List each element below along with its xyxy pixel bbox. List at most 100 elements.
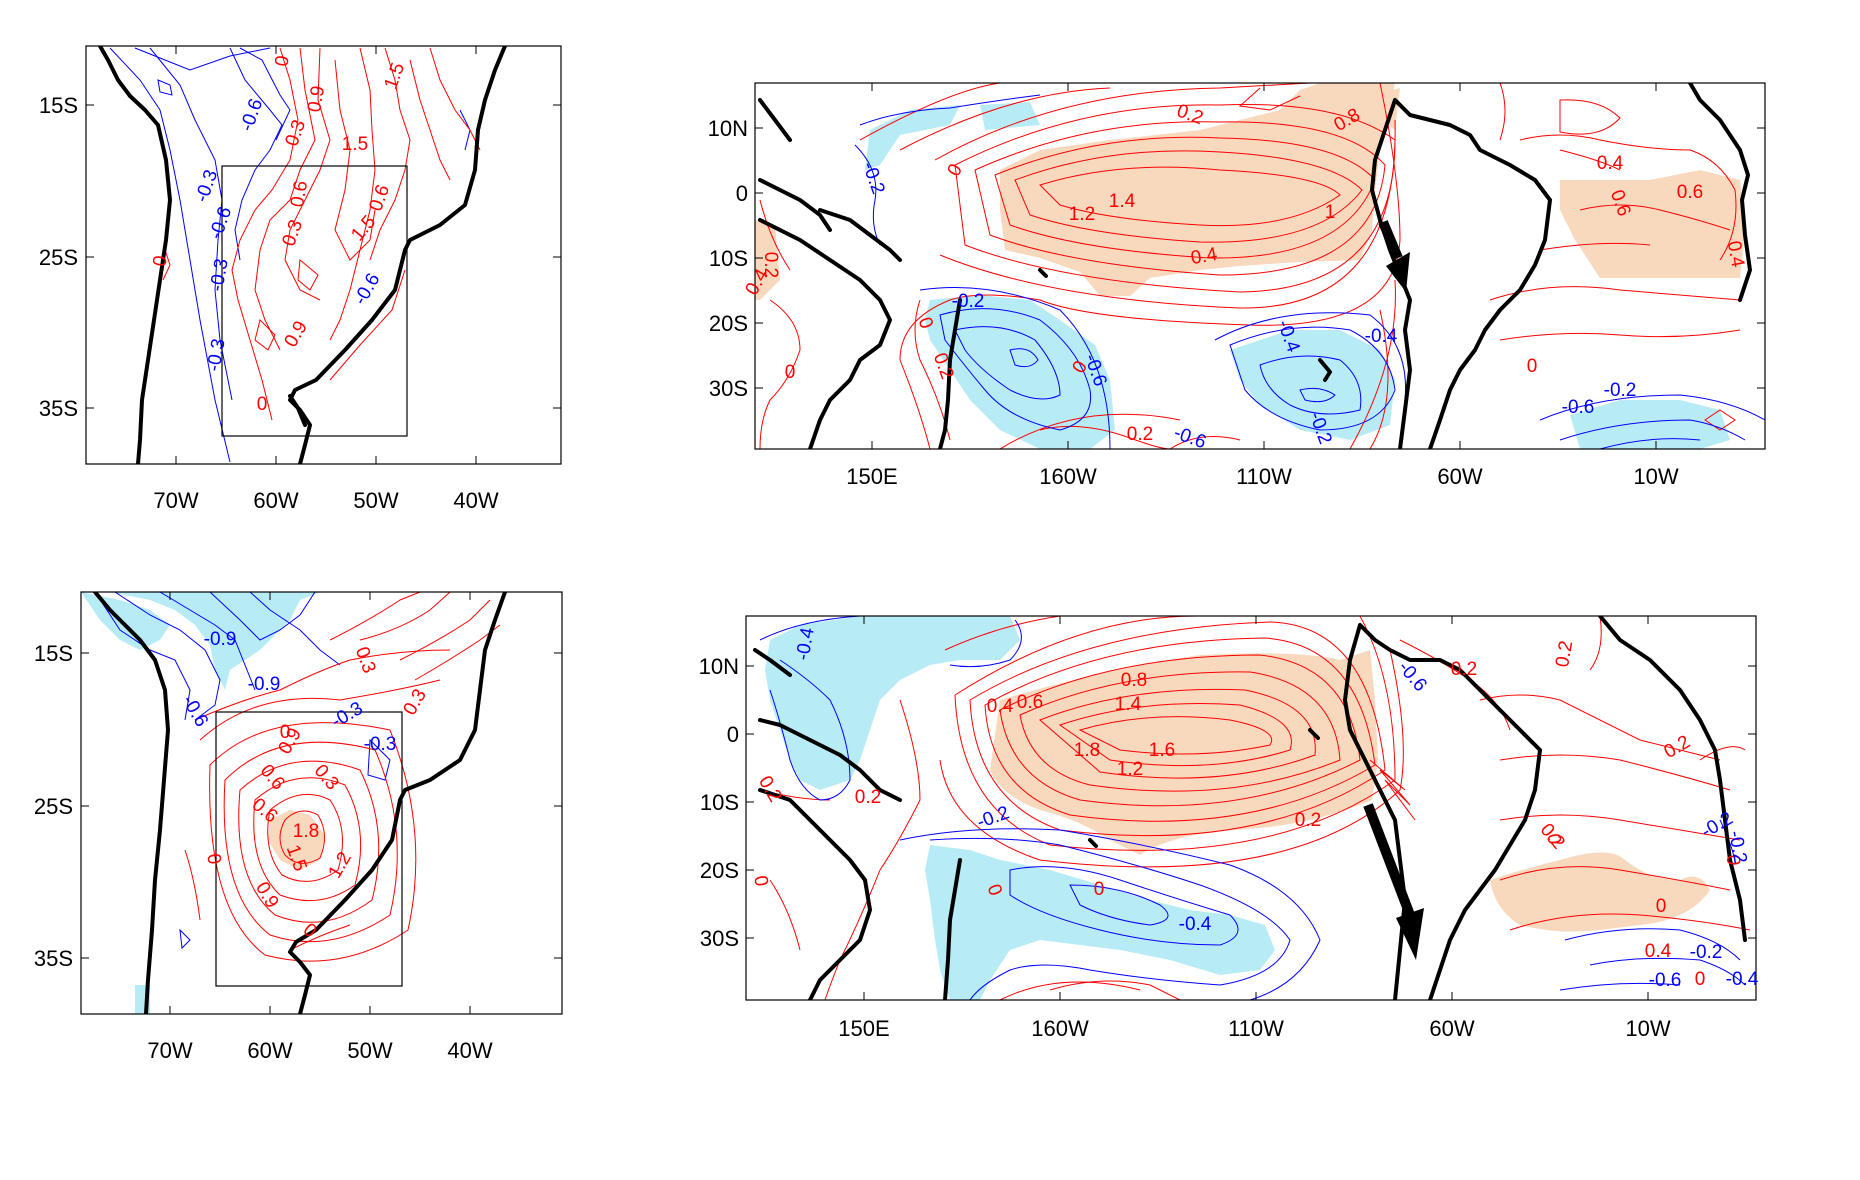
region-box xyxy=(215,711,403,987)
panel-south-america-top: 15S 25S 35S 70W 60W 50W 40W -0.6 0 1.5 0.9 -… xyxy=(39,45,562,513)
contour-label: 0.2 xyxy=(754,773,785,806)
lon-label: 110W xyxy=(1228,1016,1284,1041)
contour-label: -0.2 xyxy=(1604,380,1637,401)
contour-label: 0.3 xyxy=(310,761,343,795)
lon-label: 10W xyxy=(1625,1016,1670,1041)
lon-label: 150E xyxy=(846,464,897,489)
contour-label: 0 xyxy=(1527,356,1538,377)
lon-label: 40W xyxy=(447,1038,492,1063)
panel-south-america-bottom: 15S 25S 35S 70W 60W 50W 40W -0.9 -0.9 0.3 0… xyxy=(34,591,563,1063)
contour-label: 0 xyxy=(257,394,268,415)
contour-label: -0.6 xyxy=(177,692,212,731)
arrow xyxy=(1363,803,1424,960)
lat-label: 10S xyxy=(700,790,739,815)
contour-label: 0 xyxy=(749,874,772,888)
contour-label: 0 xyxy=(1695,969,1706,990)
contour-label: 1.5 xyxy=(347,212,380,246)
contour-label: 0.3 xyxy=(351,644,380,676)
contour-label: 0.2 xyxy=(1552,639,1577,669)
contour-label: 1.4 xyxy=(1115,694,1142,715)
lat-label: 30S xyxy=(709,376,748,401)
contour-label: 0.2 xyxy=(855,787,881,808)
shading xyxy=(755,83,1745,449)
region-box xyxy=(221,165,408,437)
lat-label: 10N xyxy=(699,654,739,679)
contour-label: 0 xyxy=(280,722,291,743)
contour-label: 0 xyxy=(943,160,966,180)
contour-label: 0 xyxy=(202,852,225,866)
negative-contours xyxy=(759,616,1746,1000)
lat-label: 15S xyxy=(39,93,78,118)
contour-label: -0.3 xyxy=(328,698,367,733)
contour-label: 0.2 xyxy=(1661,732,1694,763)
lat-label: 25S xyxy=(34,794,73,819)
contour-label: 0.9 xyxy=(251,879,282,912)
contour-label: 0.4 xyxy=(1645,941,1672,962)
coastline xyxy=(753,616,1747,1000)
contour-label: 0 xyxy=(149,254,172,268)
panel-pacific-top: 10N 0 10S 20S 30S 150E 160W 110W 60W 10W… xyxy=(708,82,1766,489)
lat-label: 30S xyxy=(700,926,739,951)
lat-label: 0 xyxy=(727,722,739,747)
lon-label: 70W xyxy=(153,488,198,513)
contour-label: 1.8 xyxy=(1074,740,1100,761)
lon-label: 60W xyxy=(1429,1016,1474,1041)
contour-label: 1.5 xyxy=(342,134,368,155)
lat-label: 35S xyxy=(39,396,78,421)
lat-label: 10N xyxy=(708,116,748,141)
contour-label: 0.4 xyxy=(1723,239,1748,269)
positive-contours xyxy=(184,592,501,962)
contour-label: 0.9 xyxy=(304,84,329,114)
lon-label: 150E xyxy=(838,1016,889,1041)
lon-label: 160W xyxy=(1031,1016,1089,1041)
negative-contours xyxy=(109,47,471,463)
contour-label: 1 xyxy=(1325,202,1336,223)
contour-label: 0.6 xyxy=(287,179,312,209)
map-frame xyxy=(85,45,562,465)
shading xyxy=(81,592,325,1014)
arrow xyxy=(1378,220,1410,292)
contour-label: -0.2 xyxy=(952,291,985,312)
contour-label: 0 xyxy=(1542,832,1565,846)
contour-label: -0.6 xyxy=(236,96,267,134)
contour-label: 0.2 xyxy=(1295,810,1321,831)
contour-label: 0.6 xyxy=(1017,692,1043,713)
contour-label: -0.3 xyxy=(364,734,397,755)
contour-label: 0 xyxy=(1722,855,1743,866)
contour-label: -0.4 xyxy=(1365,326,1398,347)
contour-label: 0.4 xyxy=(1597,153,1624,174)
positive-contours xyxy=(162,47,481,421)
contour-label: -0.4 xyxy=(1726,969,1759,990)
contour-label: -0.6 xyxy=(1394,657,1431,696)
contour-label: -0.6 xyxy=(205,204,236,242)
lon-label: 110W xyxy=(1236,464,1292,489)
lon-label: 70W xyxy=(147,1038,192,1063)
contour-label: 0.2 xyxy=(1451,659,1477,680)
contour-label: -0.2 xyxy=(1690,942,1723,963)
contour-label: 0.3 xyxy=(400,686,431,719)
contour-label: 1.2 xyxy=(1117,759,1143,780)
lat-label: 20S xyxy=(709,311,748,336)
lat-label: 0 xyxy=(736,181,748,206)
contour-label: 0.3 xyxy=(278,217,307,249)
panel-pacific-bottom: 10N 0 10S 20S 30S 150E 160W 110W 60W 10W… xyxy=(699,615,1759,1041)
lon-label: 60W xyxy=(1437,464,1482,489)
lat-label: 15S xyxy=(34,641,73,666)
lon-label: 60W xyxy=(247,1038,292,1063)
contour-label: 0.8 xyxy=(1121,670,1147,691)
lon-label: 60W xyxy=(253,488,298,513)
contour-labels: -0.60 1.50.9-0.3-0.60.3 1.50.60.3-0.30.61.… xyxy=(149,54,409,415)
contour-label: -0.4 xyxy=(1179,914,1212,935)
contour-label: 0 xyxy=(785,362,796,383)
lon-label: 10W xyxy=(1633,464,1678,489)
contour-label: 0.4 xyxy=(1189,244,1219,269)
contour-label: -0.6 xyxy=(1562,397,1595,418)
contour-label: -0.6 xyxy=(1649,970,1682,991)
contour-label: 1.2 xyxy=(1069,204,1095,225)
contour-label: -0.2 xyxy=(858,159,889,197)
contour-label: 0.4 xyxy=(987,696,1014,717)
lon-label: 50W xyxy=(353,488,398,513)
coastline xyxy=(98,46,507,464)
coastline xyxy=(93,592,507,1014)
lon-label: 40W xyxy=(453,488,498,513)
